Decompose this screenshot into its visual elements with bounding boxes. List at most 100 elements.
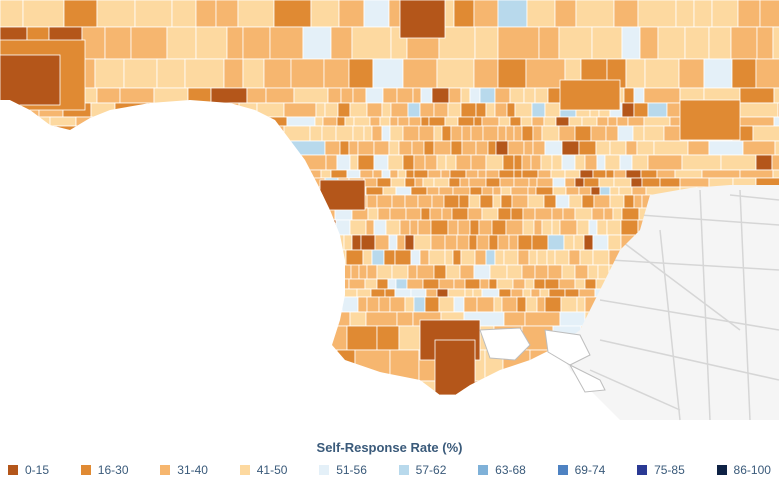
- census-tract[interactable]: [331, 296, 343, 313]
- census-tract[interactable]: [81, 26, 106, 60]
- census-tract[interactable]: [157, 177, 191, 188]
- census-tract[interactable]: [96, 278, 123, 290]
- census-tract[interactable]: [476, 296, 495, 313]
- census-tract[interactable]: [187, 87, 212, 104]
- census-tract[interactable]: [657, 26, 686, 60]
- census-tract[interactable]: [283, 125, 311, 142]
- census-tract[interactable]: [216, 349, 252, 382]
- census-tract[interactable]: [513, 169, 523, 179]
- census-tract[interactable]: [69, 234, 91, 251]
- census-tract[interactable]: [285, 140, 326, 156]
- census-tract[interactable]: [426, 186, 440, 196]
- census-tract[interactable]: [341, 296, 359, 313]
- census-tract[interactable]: [265, 87, 295, 104]
- census-tract[interactable]: [250, 349, 280, 382]
- census-tract[interactable]: [52, 296, 79, 313]
- census-tract[interactable]: [543, 194, 557, 209]
- census-tract[interactable]: [324, 102, 339, 118]
- census-tract[interactable]: [96, 0, 136, 28]
- census-tract[interactable]: [0, 125, 20, 142]
- census-tract[interactable]: [349, 154, 359, 171]
- census-tract[interactable]: [481, 186, 494, 196]
- census-tract[interactable]: [239, 311, 271, 327]
- census-tract[interactable]: [596, 154, 606, 171]
- census-tract[interactable]: [637, 0, 677, 28]
- census-tract[interactable]: [239, 288, 279, 298]
- census-tract[interactable]: [525, 296, 538, 313]
- census-tract[interactable]: [346, 325, 378, 351]
- census-tract[interactable]: [451, 207, 469, 221]
- census-tract[interactable]: [387, 278, 397, 290]
- census-tract[interactable]: [156, 58, 186, 89]
- census-tract[interactable]: [472, 288, 483, 298]
- census-tract[interactable]: [0, 264, 37, 280]
- census-tract[interactable]: [469, 219, 480, 236]
- census-tract[interactable]: [227, 194, 258, 209]
- census-tract[interactable]: [197, 219, 234, 236]
- census-tract[interactable]: [574, 177, 585, 188]
- census-tract[interactable]: [562, 207, 576, 221]
- census-tract[interactable]: [605, 125, 619, 142]
- census-tract[interactable]: [348, 278, 366, 290]
- census-tract[interactable]: [510, 288, 524, 298]
- census-tract[interactable]: [497, 0, 528, 28]
- census-tract[interactable]: [0, 349, 19, 382]
- census-tract[interactable]: [130, 26, 168, 60]
- census-tract[interactable]: [55, 278, 82, 290]
- census-tract[interactable]: [509, 116, 522, 127]
- census-tract[interactable]: [234, 234, 256, 251]
- census-tract[interactable]: [0, 54, 61, 106]
- census-tract[interactable]: [644, 58, 680, 89]
- census-tract[interactable]: [409, 219, 419, 236]
- census-tract[interactable]: [351, 26, 392, 60]
- census-tract[interactable]: [433, 177, 450, 188]
- census-tract[interactable]: [516, 296, 527, 313]
- census-tract[interactable]: [539, 288, 550, 298]
- census-tract[interactable]: [759, 0, 779, 28]
- census-tract[interactable]: [394, 288, 412, 298]
- census-tract[interactable]: [453, 0, 475, 28]
- census-tract[interactable]: [621, 26, 641, 60]
- census-tract[interactable]: [327, 234, 345, 251]
- census-tract[interactable]: [478, 219, 493, 236]
- census-tract[interactable]: [265, 169, 298, 179]
- census-tract[interactable]: [376, 264, 393, 280]
- census-tract[interactable]: [130, 264, 171, 280]
- census-tract[interactable]: [218, 234, 236, 251]
- census-tract[interactable]: [522, 207, 536, 221]
- census-tract[interactable]: [538, 26, 560, 60]
- census-tract[interactable]: [460, 87, 471, 104]
- census-tract[interactable]: [416, 264, 435, 280]
- census-tract[interactable]: [395, 186, 412, 196]
- census-tract[interactable]: [86, 288, 125, 298]
- census-tract[interactable]: [282, 194, 319, 209]
- census-tract[interactable]: [313, 249, 328, 266]
- census-tract[interactable]: [195, 0, 217, 28]
- census-tract[interactable]: [736, 102, 779, 118]
- census-tract[interactable]: [134, 406, 171, 430]
- census-tract[interactable]: [739, 169, 774, 179]
- census-tract[interactable]: [643, 116, 671, 127]
- census-tract[interactable]: [607, 234, 622, 251]
- census-tract[interactable]: [544, 278, 560, 290]
- census-tract[interactable]: [455, 406, 494, 430]
- census-tract[interactable]: [674, 169, 703, 179]
- census-tract[interactable]: [443, 194, 460, 209]
- census-tract[interactable]: [693, 0, 713, 28]
- census-tract[interactable]: [494, 380, 524, 406]
- census-tract[interactable]: [231, 125, 258, 142]
- census-tract[interactable]: [521, 264, 536, 280]
- census-tract[interactable]: [133, 207, 165, 221]
- census-tract[interactable]: [592, 234, 609, 251]
- census-tract[interactable]: [343, 380, 383, 406]
- census-tract[interactable]: [272, 296, 307, 313]
- census-tract[interactable]: [320, 169, 332, 179]
- census-tract[interactable]: [157, 311, 181, 327]
- census-tract[interactable]: [408, 116, 422, 127]
- census-tract[interactable]: [324, 140, 341, 156]
- census-tract[interactable]: [755, 58, 779, 89]
- census-tract[interactable]: [546, 249, 556, 266]
- census-tract[interactable]: [737, 0, 761, 28]
- census-tract[interactable]: [497, 26, 540, 60]
- census-tract[interactable]: [339, 278, 350, 290]
